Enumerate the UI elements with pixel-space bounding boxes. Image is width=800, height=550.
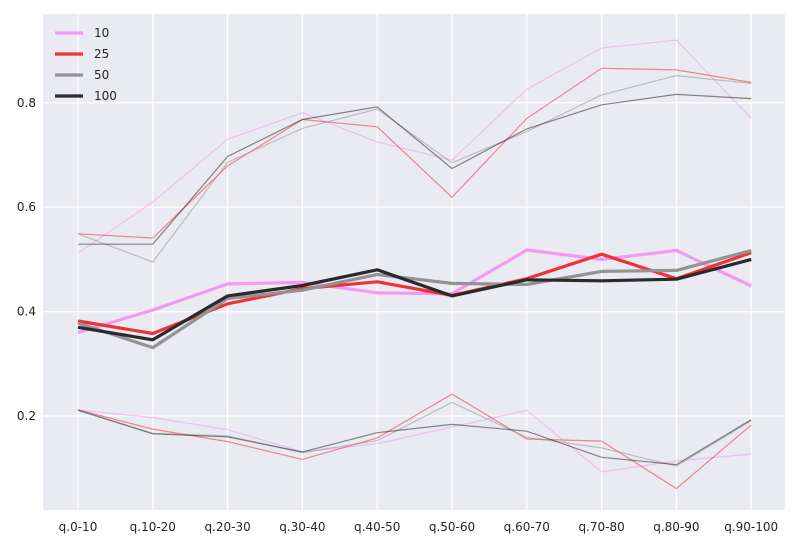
y-tick-label: 0.6 <box>17 200 36 214</box>
series-50 <box>77 74 752 467</box>
x-tick-label: q.90-100 <box>724 520 778 534</box>
legend-item-100: 100 <box>55 89 117 103</box>
legend-item-10: 10 <box>55 26 109 40</box>
x-axis-ticks: q.0-10 q.10-20 q.20-30 q.30-40 q.40-50 q.50-6… <box>59 520 779 534</box>
x-tick-label: q.60-70 <box>504 520 550 534</box>
series-50-mean-line <box>77 248 752 350</box>
x-tick-label: q.10-20 <box>130 520 176 534</box>
x-tick-label: q.70-80 <box>578 520 624 534</box>
x-tick-label: q.40-50 <box>354 520 400 534</box>
legend-item-25: 25 <box>55 47 109 61</box>
y-tick-label: 0.4 <box>17 305 36 319</box>
series-50-lower-line <box>77 401 752 467</box>
series-10-upper-line <box>77 39 752 254</box>
series-100-lower-line <box>77 409 752 466</box>
y-tick-label: 0.8 <box>17 96 36 110</box>
legend-item-50: 50 <box>55 68 109 82</box>
series-100 <box>77 93 752 466</box>
series-10-lower-line <box>77 409 752 473</box>
series-100-mean-line <box>77 257 752 342</box>
legend-label: 25 <box>94 47 109 61</box>
x-tick-label: q.50-60 <box>429 520 475 534</box>
series-50-upper-line <box>77 74 752 263</box>
y-tick-label: 0.2 <box>17 409 36 423</box>
x-tick-label: q.0-10 <box>59 520 98 534</box>
legend-label: 10 <box>94 26 109 40</box>
series-lines <box>77 39 752 490</box>
y-axis-ticks: 0.2 0.4 0.6 0.8 <box>17 96 36 423</box>
series-10 <box>77 39 752 473</box>
legend-label: 50 <box>94 68 109 82</box>
x-tick-label: q.30-40 <box>279 520 325 534</box>
series-25-upper-line <box>77 67 752 239</box>
series-100-upper-line <box>78 93 752 245</box>
legend-label: 100 <box>94 89 117 103</box>
series-10-mean-line <box>77 248 752 335</box>
x-tick-label: q.80-90 <box>653 520 699 534</box>
x-tick-label: q.20-30 <box>204 520 250 534</box>
legend: 10 25 50 100 <box>55 26 117 103</box>
